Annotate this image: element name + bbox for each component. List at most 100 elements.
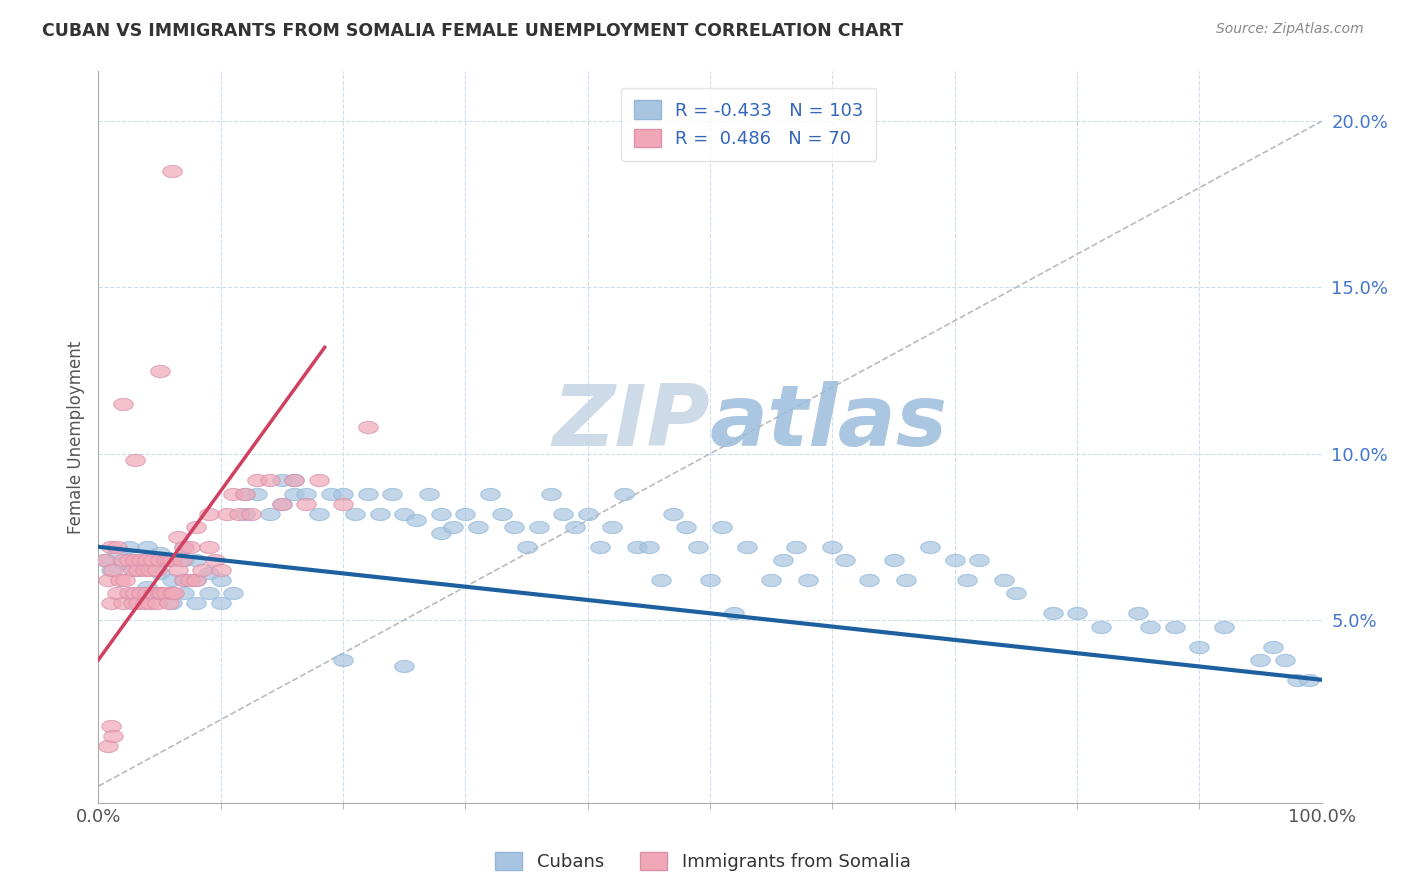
Point xyxy=(956,573,979,587)
Point xyxy=(233,486,256,500)
Point xyxy=(160,164,183,178)
Point xyxy=(503,520,526,534)
Text: CUBAN VS IMMIGRANTS FROM SOMALIA FEMALE UNEMPLOYMENT CORRELATION CHART: CUBAN VS IMMIGRANTS FROM SOMALIA FEMALE … xyxy=(42,22,904,40)
Point xyxy=(136,540,159,554)
Point xyxy=(233,486,256,500)
Point xyxy=(124,553,146,567)
Point xyxy=(1249,653,1271,667)
Point xyxy=(295,486,318,500)
Point xyxy=(993,573,1015,587)
Point xyxy=(723,607,745,621)
Point xyxy=(259,507,281,521)
Point xyxy=(356,420,378,434)
Point xyxy=(209,563,232,577)
Point xyxy=(179,573,201,587)
Point xyxy=(146,563,169,577)
Point xyxy=(155,586,177,600)
Point xyxy=(111,397,134,411)
Point xyxy=(246,473,269,487)
Point xyxy=(222,486,245,500)
Point xyxy=(129,586,152,600)
Point xyxy=(118,553,141,567)
Point xyxy=(1286,673,1309,687)
Point xyxy=(430,526,453,541)
Point xyxy=(142,553,165,567)
Point xyxy=(173,540,195,554)
Point xyxy=(163,586,186,600)
Point xyxy=(110,573,132,587)
Point xyxy=(222,586,245,600)
Point xyxy=(967,553,990,567)
Point xyxy=(191,563,214,577)
Point xyxy=(121,596,143,610)
Point xyxy=(142,586,165,600)
Point xyxy=(173,573,195,587)
Point xyxy=(344,507,367,521)
Point xyxy=(100,719,122,733)
Point xyxy=(1066,607,1088,621)
Point xyxy=(675,520,697,534)
Point xyxy=(121,563,143,577)
Point xyxy=(515,540,537,554)
Point xyxy=(626,540,648,554)
Point xyxy=(146,596,169,610)
Point xyxy=(186,596,208,610)
Point xyxy=(600,520,623,534)
Point xyxy=(491,507,513,521)
Point xyxy=(392,659,416,673)
Point xyxy=(283,473,305,487)
Point xyxy=(127,563,149,577)
Point xyxy=(149,553,172,567)
Point xyxy=(139,596,162,610)
Point xyxy=(576,507,599,521)
Point xyxy=(100,596,122,610)
Point xyxy=(553,507,575,521)
Point xyxy=(167,530,190,544)
Point xyxy=(259,473,281,487)
Point xyxy=(160,553,183,567)
Point xyxy=(100,563,122,577)
Point xyxy=(392,507,416,521)
Point xyxy=(136,580,159,594)
Point xyxy=(186,573,208,587)
Point xyxy=(699,573,721,587)
Point xyxy=(179,540,201,554)
Point xyxy=(124,586,146,600)
Point xyxy=(1274,653,1296,667)
Point xyxy=(124,563,146,577)
Point xyxy=(186,573,208,587)
Point xyxy=(105,586,128,600)
Point xyxy=(246,486,269,500)
Point xyxy=(797,573,820,587)
Point xyxy=(589,540,612,554)
Point xyxy=(283,486,305,500)
Point xyxy=(134,563,156,577)
Legend: Cubans, Immigrants from Somalia: Cubans, Immigrants from Somalia xyxy=(488,845,918,879)
Point xyxy=(332,497,354,511)
Point xyxy=(613,486,636,500)
Point xyxy=(167,563,190,577)
Point xyxy=(943,553,966,567)
Point xyxy=(1188,640,1211,654)
Point xyxy=(111,596,134,610)
Point xyxy=(160,586,183,600)
Point xyxy=(155,553,177,567)
Text: ZIP: ZIP xyxy=(553,381,710,464)
Point xyxy=(105,546,128,560)
Point xyxy=(118,586,141,600)
Point xyxy=(186,553,208,567)
Point xyxy=(735,540,758,554)
Point xyxy=(105,540,128,554)
Point xyxy=(319,486,342,500)
Point xyxy=(136,586,159,600)
Point xyxy=(204,553,226,567)
Point xyxy=(821,540,844,554)
Point xyxy=(173,540,195,554)
Point xyxy=(308,507,330,521)
Point xyxy=(540,486,562,500)
Point xyxy=(283,473,305,487)
Point xyxy=(160,596,183,610)
Point xyxy=(638,540,661,554)
Point xyxy=(467,520,489,534)
Point xyxy=(93,553,115,567)
